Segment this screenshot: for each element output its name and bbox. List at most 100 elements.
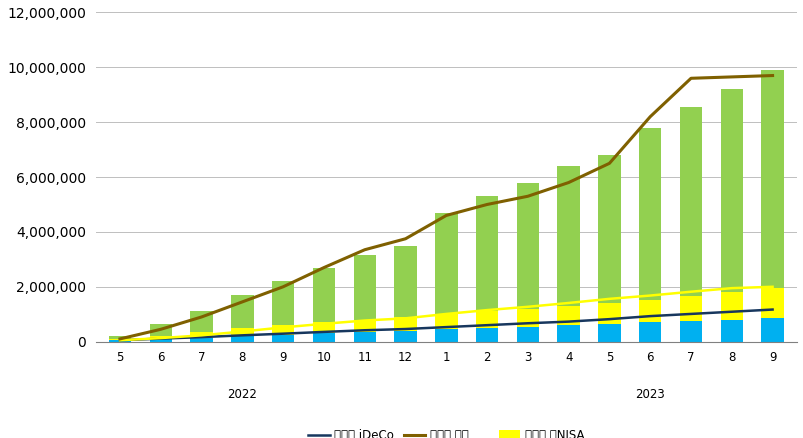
評価額 旧NISA <box>278 325 287 330</box>
Bar <box>679 321 701 342</box>
Bar <box>638 322 661 342</box>
評価額 特定 <box>441 213 450 218</box>
Bar <box>231 336 253 342</box>
Bar <box>638 127 661 300</box>
Bar <box>719 292 742 320</box>
Line: 評価額 iDeCo: 評価額 iDeCo <box>120 310 772 340</box>
Bar <box>597 303 620 324</box>
Bar <box>719 89 742 292</box>
評価額 旧NISA <box>360 318 369 323</box>
Bar <box>312 268 335 322</box>
Bar <box>190 338 213 342</box>
評価額 iDeCo <box>360 328 369 333</box>
Bar <box>434 213 457 314</box>
評価額 iDeCo <box>726 309 736 314</box>
評価額 旧NISA <box>441 311 450 317</box>
Bar <box>231 328 253 336</box>
評価額 iDeCo <box>400 326 410 332</box>
評価額 iDeCo <box>604 317 613 322</box>
Bar <box>679 107 701 297</box>
評価額 旧NISA <box>523 304 532 309</box>
Bar <box>760 318 783 342</box>
Bar <box>556 325 579 342</box>
Bar <box>393 317 416 331</box>
Bar <box>190 311 213 332</box>
評価額 特定 <box>360 247 369 252</box>
評価額 旧NISA <box>237 329 247 334</box>
評価額 iDeCo <box>441 325 450 330</box>
Bar <box>516 183 539 309</box>
Bar <box>149 336 172 339</box>
Bar <box>760 288 783 318</box>
評価額 旧NISA <box>645 293 654 298</box>
Bar <box>353 332 376 342</box>
評価額 iDeCo <box>482 322 491 328</box>
Text: 2022: 2022 <box>227 388 257 401</box>
評価額 旧NISA <box>767 284 777 290</box>
Bar <box>312 322 335 333</box>
Bar <box>434 329 457 342</box>
評価額 iDeCo <box>156 336 165 341</box>
評価額 特定 <box>197 314 206 320</box>
評価額 特定 <box>685 76 695 81</box>
Bar <box>108 340 131 342</box>
Bar <box>393 246 416 317</box>
Bar <box>597 324 620 342</box>
評価額 旧NISA <box>400 316 410 321</box>
評価額 iDeCo <box>523 321 532 326</box>
評価額 旧NISA <box>197 333 206 338</box>
Bar <box>760 70 783 288</box>
評価額 特定 <box>400 236 410 241</box>
Bar <box>271 325 294 335</box>
評価額 iDeCo <box>115 338 124 343</box>
評価額 旧NISA <box>604 296 613 301</box>
評価額 旧NISA <box>156 336 165 341</box>
評価額 特定 <box>482 202 491 207</box>
評価額 特定 <box>563 180 573 185</box>
評価額 特定 <box>726 74 736 80</box>
評価額 特定 <box>278 284 287 290</box>
評価額 旧NISA <box>685 289 695 294</box>
評価額 特定 <box>523 194 532 199</box>
Bar <box>434 314 457 329</box>
Bar <box>475 311 498 328</box>
評価額 特定 <box>237 299 247 304</box>
Bar <box>108 336 131 339</box>
Bar <box>271 335 294 342</box>
評価額 特定 <box>604 161 613 166</box>
評価額 特定 <box>767 73 777 78</box>
評価額 iDeCo <box>197 335 206 340</box>
Bar <box>393 331 416 342</box>
評価額 iDeCo <box>645 314 654 319</box>
Bar <box>353 255 376 320</box>
Bar <box>108 339 131 340</box>
Bar <box>556 306 579 325</box>
Text: 2023: 2023 <box>634 388 664 401</box>
評価額 iDeCo <box>237 333 247 338</box>
評価額 特定 <box>645 114 654 119</box>
評価額 特定 <box>319 265 328 270</box>
Legend: 評価額 iDeCo, 評価額 旧NISA, 評価額 特定, 投資額 iDeCo, 投資額 旧NISA, 投資額 特定: 評価額 iDeCo, 評価額 旧NISA, 評価額 特定, 投資額 iDeCo,… <box>308 429 584 438</box>
Bar <box>597 155 620 303</box>
評価額 iDeCo <box>767 307 777 312</box>
評価額 旧NISA <box>563 300 573 306</box>
Line: 評価額 特定: 評価額 特定 <box>120 75 772 339</box>
Bar <box>271 281 294 325</box>
Bar <box>312 333 335 342</box>
Bar <box>353 320 376 332</box>
Bar <box>638 300 661 322</box>
評価額 特定 <box>156 327 165 332</box>
Bar <box>516 327 539 342</box>
評価額 特定 <box>115 336 124 342</box>
Bar <box>556 166 579 306</box>
Bar <box>475 196 498 311</box>
評価額 iDeCo <box>685 311 695 317</box>
Bar <box>475 328 498 342</box>
評価額 iDeCo <box>319 329 328 335</box>
Bar <box>149 324 172 336</box>
評価額 iDeCo <box>563 319 573 324</box>
Bar <box>231 295 253 328</box>
Bar <box>190 332 213 338</box>
Bar <box>149 339 172 342</box>
評価額 旧NISA <box>115 338 124 343</box>
